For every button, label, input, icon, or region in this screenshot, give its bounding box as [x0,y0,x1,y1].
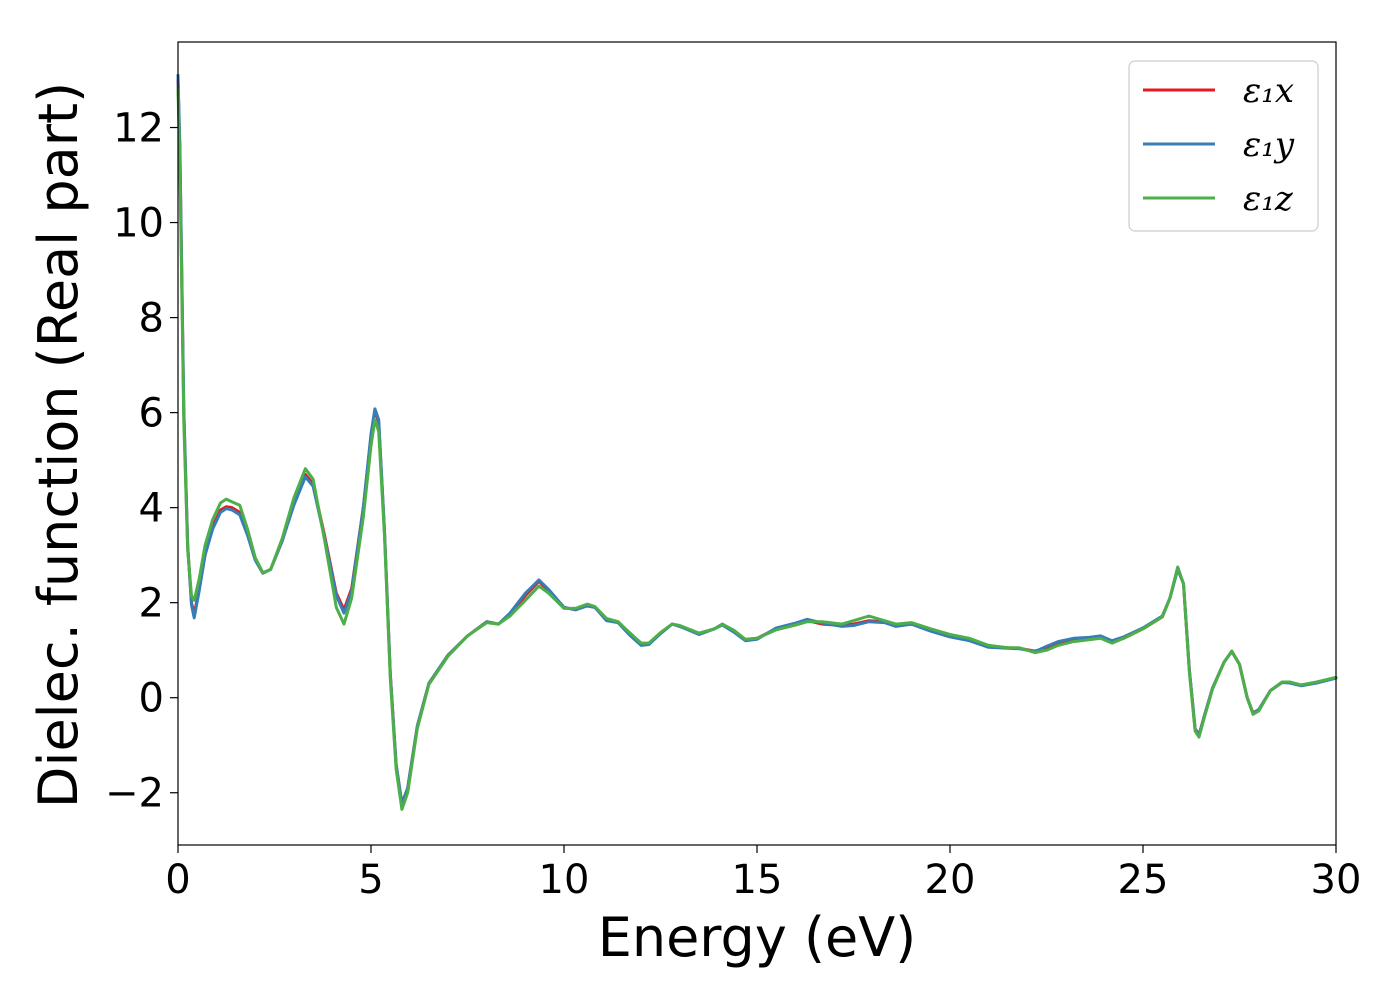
series-group [176,73,1338,811]
x-tick-label: 10 [539,857,590,903]
y-axis-title: Dielec. function (Real part) [27,82,90,808]
y-tick-label: 10 [113,201,164,247]
legend: ε₁x ε₁y ε₁z [1128,60,1319,232]
y-tick-label: 6 [139,391,164,437]
series-line-2 [176,88,1338,811]
legend-label-2: ε₁z [1243,179,1294,219]
y-tick-label: 8 [139,296,164,342]
y-tick-label: 4 [139,486,164,532]
y-tick-label: −2 [105,771,164,817]
x-tick-label: 30 [1311,857,1362,903]
x-axis-title: Energy (eV) [598,906,917,969]
legend-label-1: ε₁y [1243,125,1295,165]
x-axis-ticks: 0 5 10 15 20 25 30 [165,845,1361,903]
y-tick-label: 12 [113,106,164,152]
x-tick-label: 5 [358,857,383,903]
x-tick-label: 0 [165,857,190,903]
x-tick-label: 25 [1118,857,1169,903]
x-tick-label: 15 [732,857,783,903]
y-tick-label: 0 [139,676,164,722]
y-tick-label: 2 [139,581,164,627]
y-axis-ticks: −2 0 2 4 6 8 10 12 [105,106,178,817]
legend-frame [1128,60,1319,232]
x-tick-label: 20 [925,857,976,903]
legend-label-0: ε₁x [1243,71,1294,111]
